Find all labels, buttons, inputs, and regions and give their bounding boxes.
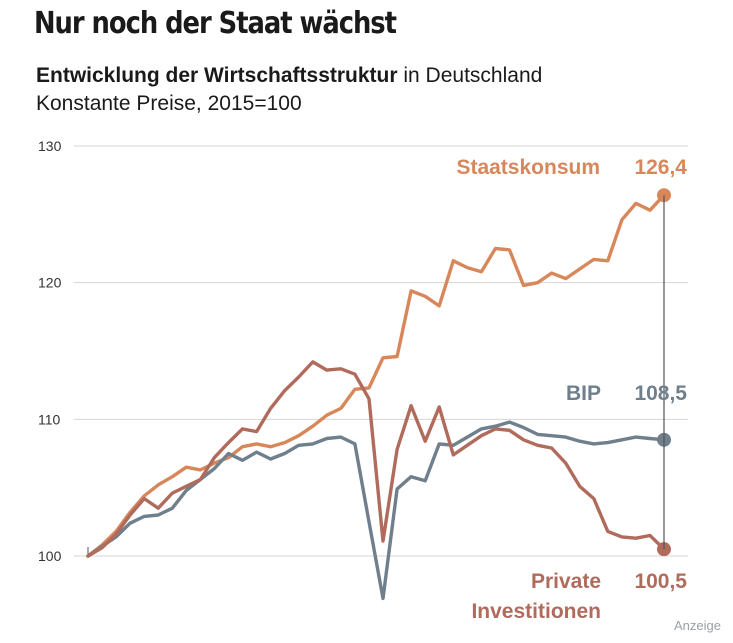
label-investitionen-name-1: Private [531, 570, 601, 593]
label-bip-name: BIP [566, 382, 601, 405]
series-line-0 [86, 193, 666, 558]
series-lines [86, 193, 666, 601]
series-line-1 [86, 420, 666, 601]
chart-subtitle-units: Konstante Preise, 2015=100 [36, 92, 302, 115]
series-line-2 [86, 360, 666, 558]
grid-lines [74, 145, 688, 557]
subtitle-rest: in Deutschland [397, 64, 543, 87]
label-investitionen-name-2: Investitionen [471, 600, 601, 623]
y-tick-label-110: 110 [38, 411, 61, 427]
series-labels: Staatskonsum 126,4 BIP 108,5 Private Investit… [456, 156, 687, 623]
label-staatskonsum-name: Staatskonsum [456, 156, 600, 179]
label-staatskonsum-value: 126,4 [634, 156, 687, 179]
y-tick-label-130: 130 [38, 138, 62, 154]
y-axis-ticks: 100 110 120 130 [38, 138, 62, 564]
label-bip-value: 108,5 [634, 382, 687, 405]
y-tick-label-120: 120 [38, 275, 62, 291]
chart-title: Nur noch der Staat wächst [34, 6, 397, 41]
subtitle-bold: Entwicklung der Wirtschaftsstruktur [36, 64, 398, 87]
y-tick-label-100: 100 [38, 548, 62, 564]
ad-label: Anzeige [674, 618, 721, 633]
chart-subtitle: Entwicklung der Wirtschaftsstruktur in D… [36, 62, 542, 90]
label-investitionen-value: 100,5 [634, 570, 687, 593]
series-end-markers [657, 188, 671, 557]
